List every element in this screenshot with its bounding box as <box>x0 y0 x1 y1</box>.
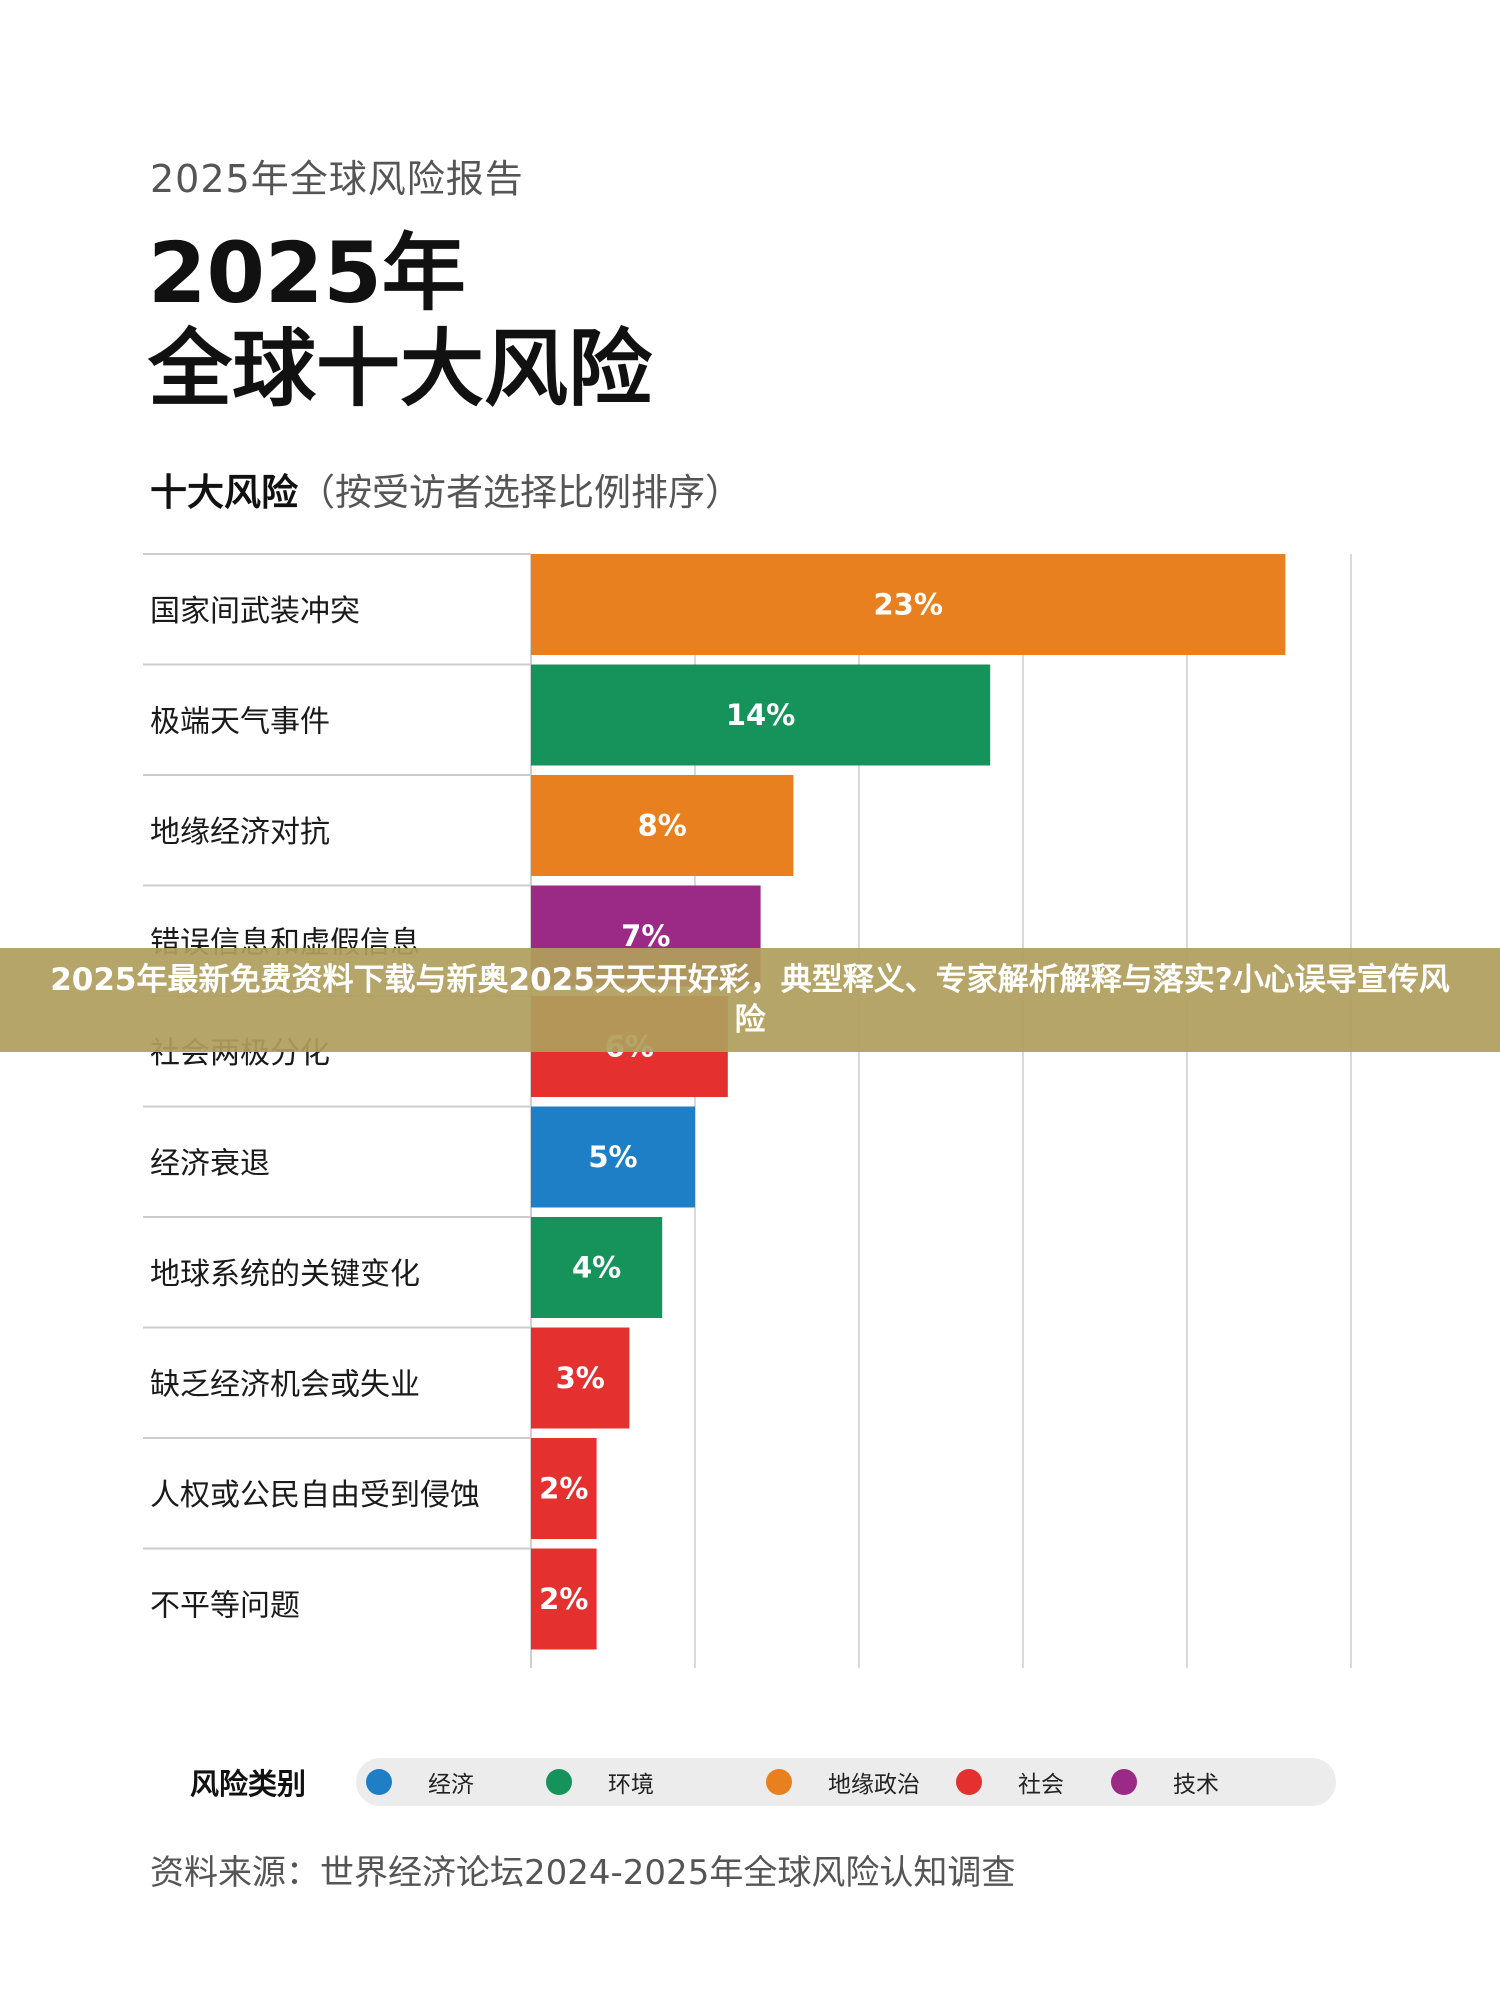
data-label: 7% <box>621 919 670 953</box>
main-title: 2025年 全球十大风险 <box>148 225 652 417</box>
data-label: 8% <box>638 809 687 843</box>
bar <box>531 775 794 876</box>
legend-title: 风险类别 <box>190 1767 307 1801</box>
overlay-banner-text: 2025年最新免费资料下载与新奥2025天天开好彩，典型释义、专家解析解释与落实… <box>50 962 1450 1038</box>
legend-label: 环境 <box>608 1772 655 1798</box>
data-label: 4% <box>572 1251 621 1285</box>
category-label: 极端天气事件 <box>150 705 330 740</box>
legend-swatch <box>1111 1769 1138 1795</box>
legend-label: 社会 <box>1018 1772 1065 1798</box>
legend-label: 经济 <box>428 1772 475 1798</box>
bar <box>531 664 991 766</box>
data-label: 23% <box>873 588 942 622</box>
data-label: 2% <box>539 1472 588 1506</box>
bar <box>531 1217 663 1318</box>
overlay-banner: 2025年最新免费资料下载与新奥2025天天开好彩，典型释义、专家解析解释与落实… <box>0 948 1500 1052</box>
legend: 风险类别 经济 环境 地缘政治 社会 技术 <box>190 1758 1337 1806</box>
bar <box>531 554 1286 655</box>
category-label: 缺乏经济机会或失业 <box>150 1368 420 1403</box>
bar <box>531 1327 630 1429</box>
data-label: 2% <box>539 1582 588 1616</box>
category-label: 人权或公民自由受到侵蚀 <box>150 1478 480 1513</box>
legend-item: 技术 <box>1111 1758 1219 1806</box>
legend-items: 经济 环境 地缘政治 社会 技术 <box>356 1758 1337 1806</box>
legend-swatch <box>956 1769 983 1795</box>
legend-label: 地缘政治 <box>828 1772 921 1798</box>
source-note: 资料来源：世界经济论坛2024-2025年全球风险认知调查 <box>150 1853 1016 1893</box>
bar-chart: 23%国家间武装冲突14%极端天气事件8%地缘经济对抗7%错误信息和虚假信息6%… <box>143 553 1352 1668</box>
bar <box>531 1106 695 1208</box>
legend-swatch <box>766 1769 793 1795</box>
legend-item: 环境 <box>546 1758 654 1806</box>
bar <box>531 1548 597 1650</box>
legend-swatch <box>366 1769 393 1795</box>
category-label: 国家间武装冲突 <box>150 594 360 629</box>
category-label: 地缘经济对抗 <box>150 815 330 850</box>
data-label: 5% <box>588 1140 637 1174</box>
chart-subtitle-note: （按受访者选择比例排序） <box>298 471 742 514</box>
category-label: 经济衰退 <box>150 1147 270 1182</box>
category-label: 地球系统的关键变化 <box>150 1257 420 1292</box>
legend-item: 社会 <box>956 1758 1064 1806</box>
chart-subtitle-strong: 十大风险 <box>150 471 298 514</box>
category-label: 不平等问题 <box>150 1589 300 1624</box>
bar <box>531 1438 597 1539</box>
data-label: 14% <box>726 698 795 732</box>
legend-item: 经济 <box>366 1758 474 1806</box>
report-label: 2025年全球风险报告 <box>150 157 524 201</box>
legend-swatch <box>546 1769 573 1795</box>
main-title-line2: 全球十大风险 <box>148 320 653 418</box>
legend-item: 地缘政治 <box>766 1758 920 1806</box>
chart-subtitle: 十大风险（按受访者选择比例排序） <box>150 462 742 516</box>
data-label: 3% <box>556 1361 605 1395</box>
legend-label: 技术 <box>1173 1772 1220 1798</box>
main-title-line1: 2025年 <box>148 224 466 322</box>
